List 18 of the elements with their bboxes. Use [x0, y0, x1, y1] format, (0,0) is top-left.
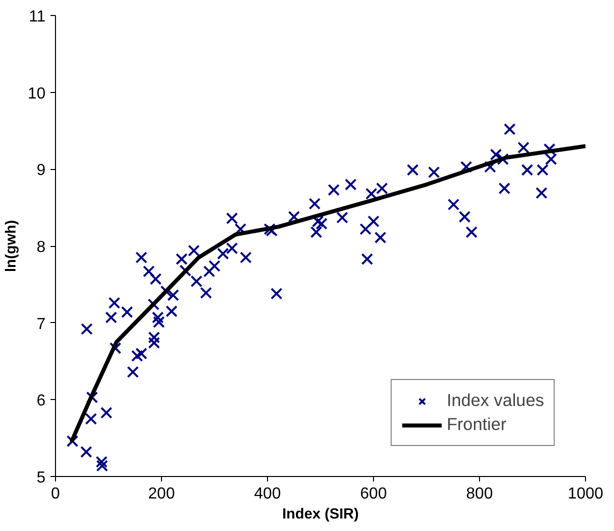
x-tick-label: 1000 — [568, 486, 604, 502]
legend-label: Index values — [446, 390, 544, 411]
x-tick-label: 200 — [148, 486, 175, 502]
y-tick-label: 9 — [36, 162, 46, 180]
y-tick-label: 11 — [28, 8, 46, 26]
x-axis-title: Index (SIR) — [282, 506, 359, 522]
x-tick-label: 600 — [360, 486, 387, 502]
y-tick-label: 5 — [36, 470, 46, 486]
y-tick-label: 8 — [36, 239, 46, 256]
y-tick-label: 10 — [28, 85, 46, 102]
line-series — [69, 144, 586, 444]
y-axis-title: ln(gwh) — [4, 220, 20, 272]
y-tick-label: 7 — [36, 316, 46, 333]
legend-label: Frontier — [446, 414, 506, 435]
x-tick-label: 0 — [51, 486, 60, 502]
y-tick-label: 6 — [36, 392, 46, 410]
x-tick-label: 800 — [466, 486, 493, 502]
x-tick-label: 400 — [254, 486, 281, 502]
